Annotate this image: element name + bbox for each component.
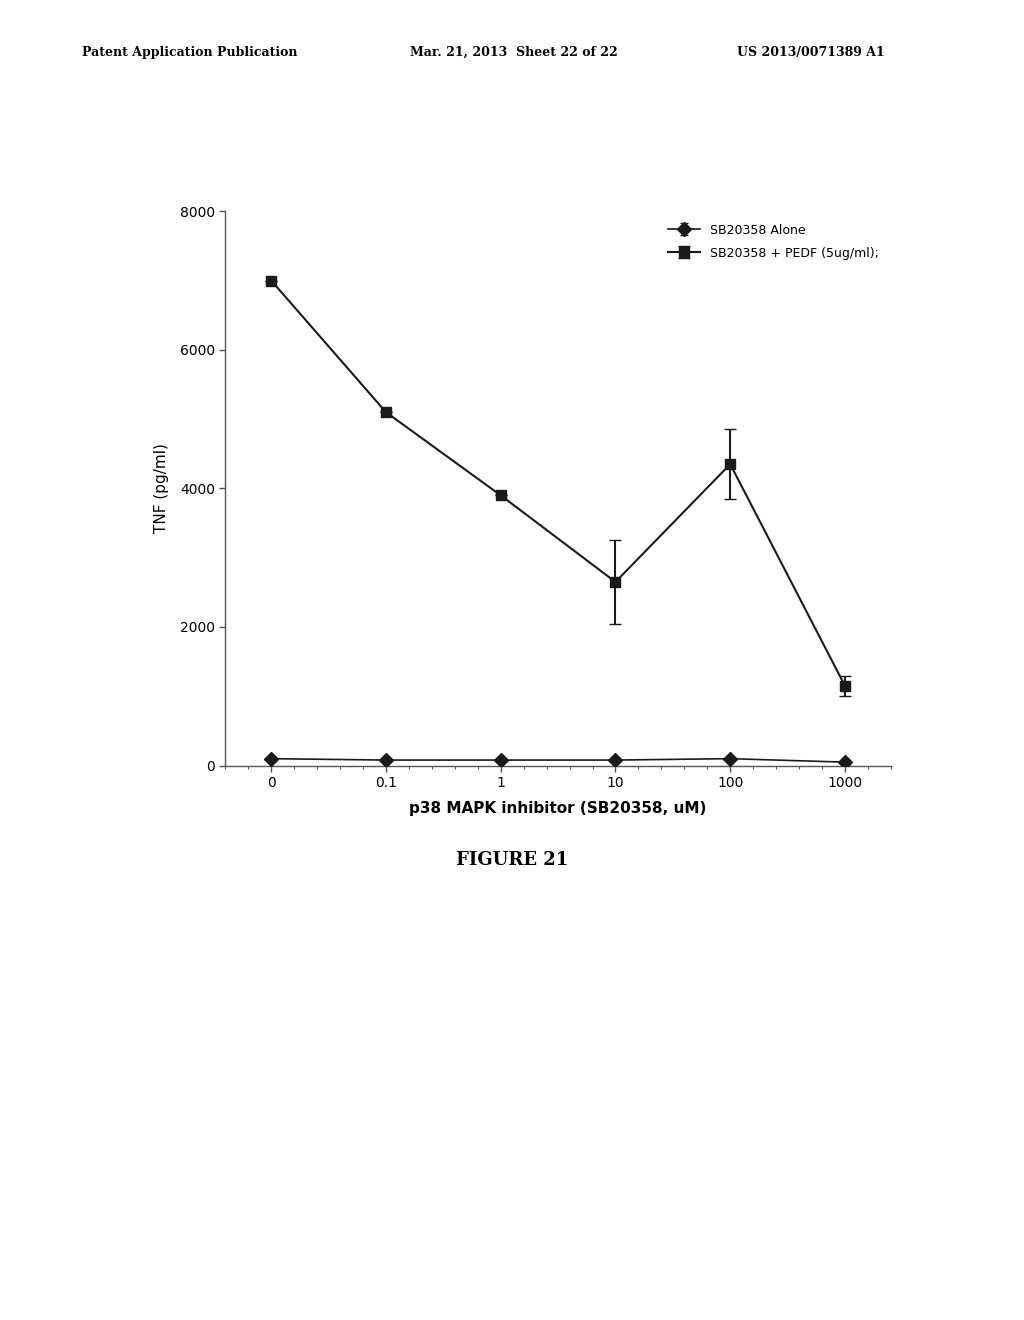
Text: Patent Application Publication: Patent Application Publication: [82, 46, 297, 59]
X-axis label: p38 MAPK inhibitor (SB20358, uM): p38 MAPK inhibitor (SB20358, uM): [410, 801, 707, 816]
Text: FIGURE 21: FIGURE 21: [456, 851, 568, 870]
Y-axis label: TNF (pg/ml): TNF (pg/ml): [154, 444, 169, 533]
Text: Mar. 21, 2013  Sheet 22 of 22: Mar. 21, 2013 Sheet 22 of 22: [410, 46, 617, 59]
Legend: SB20358 Alone, SB20358 + PEDF (5ug/ml);: SB20358 Alone, SB20358 + PEDF (5ug/ml);: [662, 218, 885, 265]
Text: US 2013/0071389 A1: US 2013/0071389 A1: [737, 46, 885, 59]
